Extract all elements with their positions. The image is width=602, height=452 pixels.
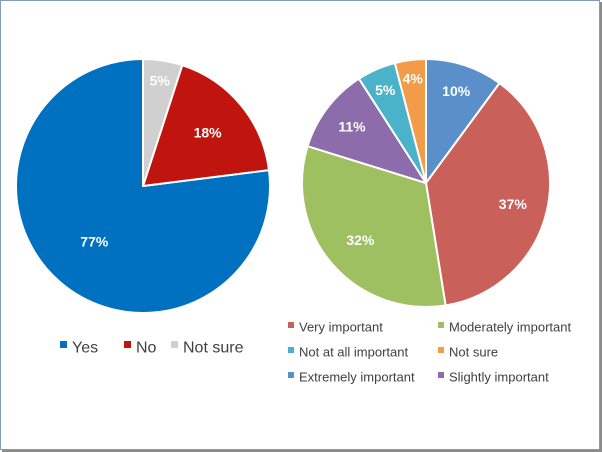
legend-label-slightly-important: Slightly important [449, 369, 549, 384]
data-label-yes: 77% [80, 233, 109, 249]
data-label-no: 18% [194, 125, 223, 141]
slice-very-important [425, 82, 551, 307]
legend-item-slightly-important: Slightly important [438, 369, 549, 384]
slice-not-sure [142, 58, 184, 187]
legend-swatch-slightly-important [438, 372, 444, 378]
slice-moderately-important [301, 145, 447, 308]
data-label-not-sure: 5% [150, 73, 171, 89]
legend-item-yes: Yes [60, 339, 98, 356]
legend-swatch-not-sure [438, 347, 444, 353]
pie-chart-2: 10% 37% 32% 11% 5% 4% Very important Moderately… [288, 58, 571, 384]
data-label-slightly-important: 11% [338, 119, 366, 135]
pie-chart-1: 77% 18% 5% Yes No Not sure [15, 58, 271, 356]
data-label-extremely-important: 10% [442, 83, 471, 99]
legend-swatch-not-sure [171, 341, 178, 348]
legend-2: Very important Moderately important Not at… [288, 319, 571, 384]
legend-label-yes: Yes [72, 339, 98, 356]
data-label-not-sure: 4% [403, 70, 424, 86]
slice-slightly-important [306, 77, 427, 184]
data-label-not-at-all-important: 5% [375, 82, 396, 98]
legend-item-not-sure: Not sure [171, 339, 244, 356]
legend-item-moderately-important: Moderately important [438, 319, 571, 334]
legend-swatch-extremely-important [288, 372, 294, 378]
slice-yes [15, 58, 271, 314]
legend-label-extremely-important: Extremely important [299, 369, 415, 384]
legend-item-not-at-all-important: Not at all important [288, 344, 408, 359]
legend-swatch-moderately-important [438, 322, 444, 328]
legend-swatch-not-at-all-important [288, 347, 294, 353]
legend-1: Yes No Not sure [60, 339, 244, 356]
legend-label-moderately-important: Moderately important [449, 319, 571, 334]
legend-label-not-sure: Not sure [449, 344, 498, 359]
slice-extremely-important [425, 58, 501, 184]
legend-label-not-at-all-important: Not at all important [299, 344, 408, 359]
legend-swatch-yes [60, 341, 67, 348]
slice-not-sure [393, 58, 427, 184]
legend-label-very-important: Very important [299, 319, 383, 334]
legend-swatch-no [124, 341, 131, 348]
legend-item-no: No [124, 339, 157, 356]
legend-swatch-very-important [288, 322, 294, 328]
legend-item-very-important: Very important [288, 319, 383, 334]
slice-no [142, 64, 270, 187]
legend-item-extremely-important: Extremely important [288, 369, 415, 384]
data-label-very-important: 37% [499, 196, 528, 212]
legend-label-no: No [136, 339, 157, 356]
legend-label-not-sure: Not sure [183, 339, 244, 356]
legend-item-not-sure: Not sure [438, 344, 498, 359]
data-label-moderately-important: 32% [346, 232, 375, 248]
